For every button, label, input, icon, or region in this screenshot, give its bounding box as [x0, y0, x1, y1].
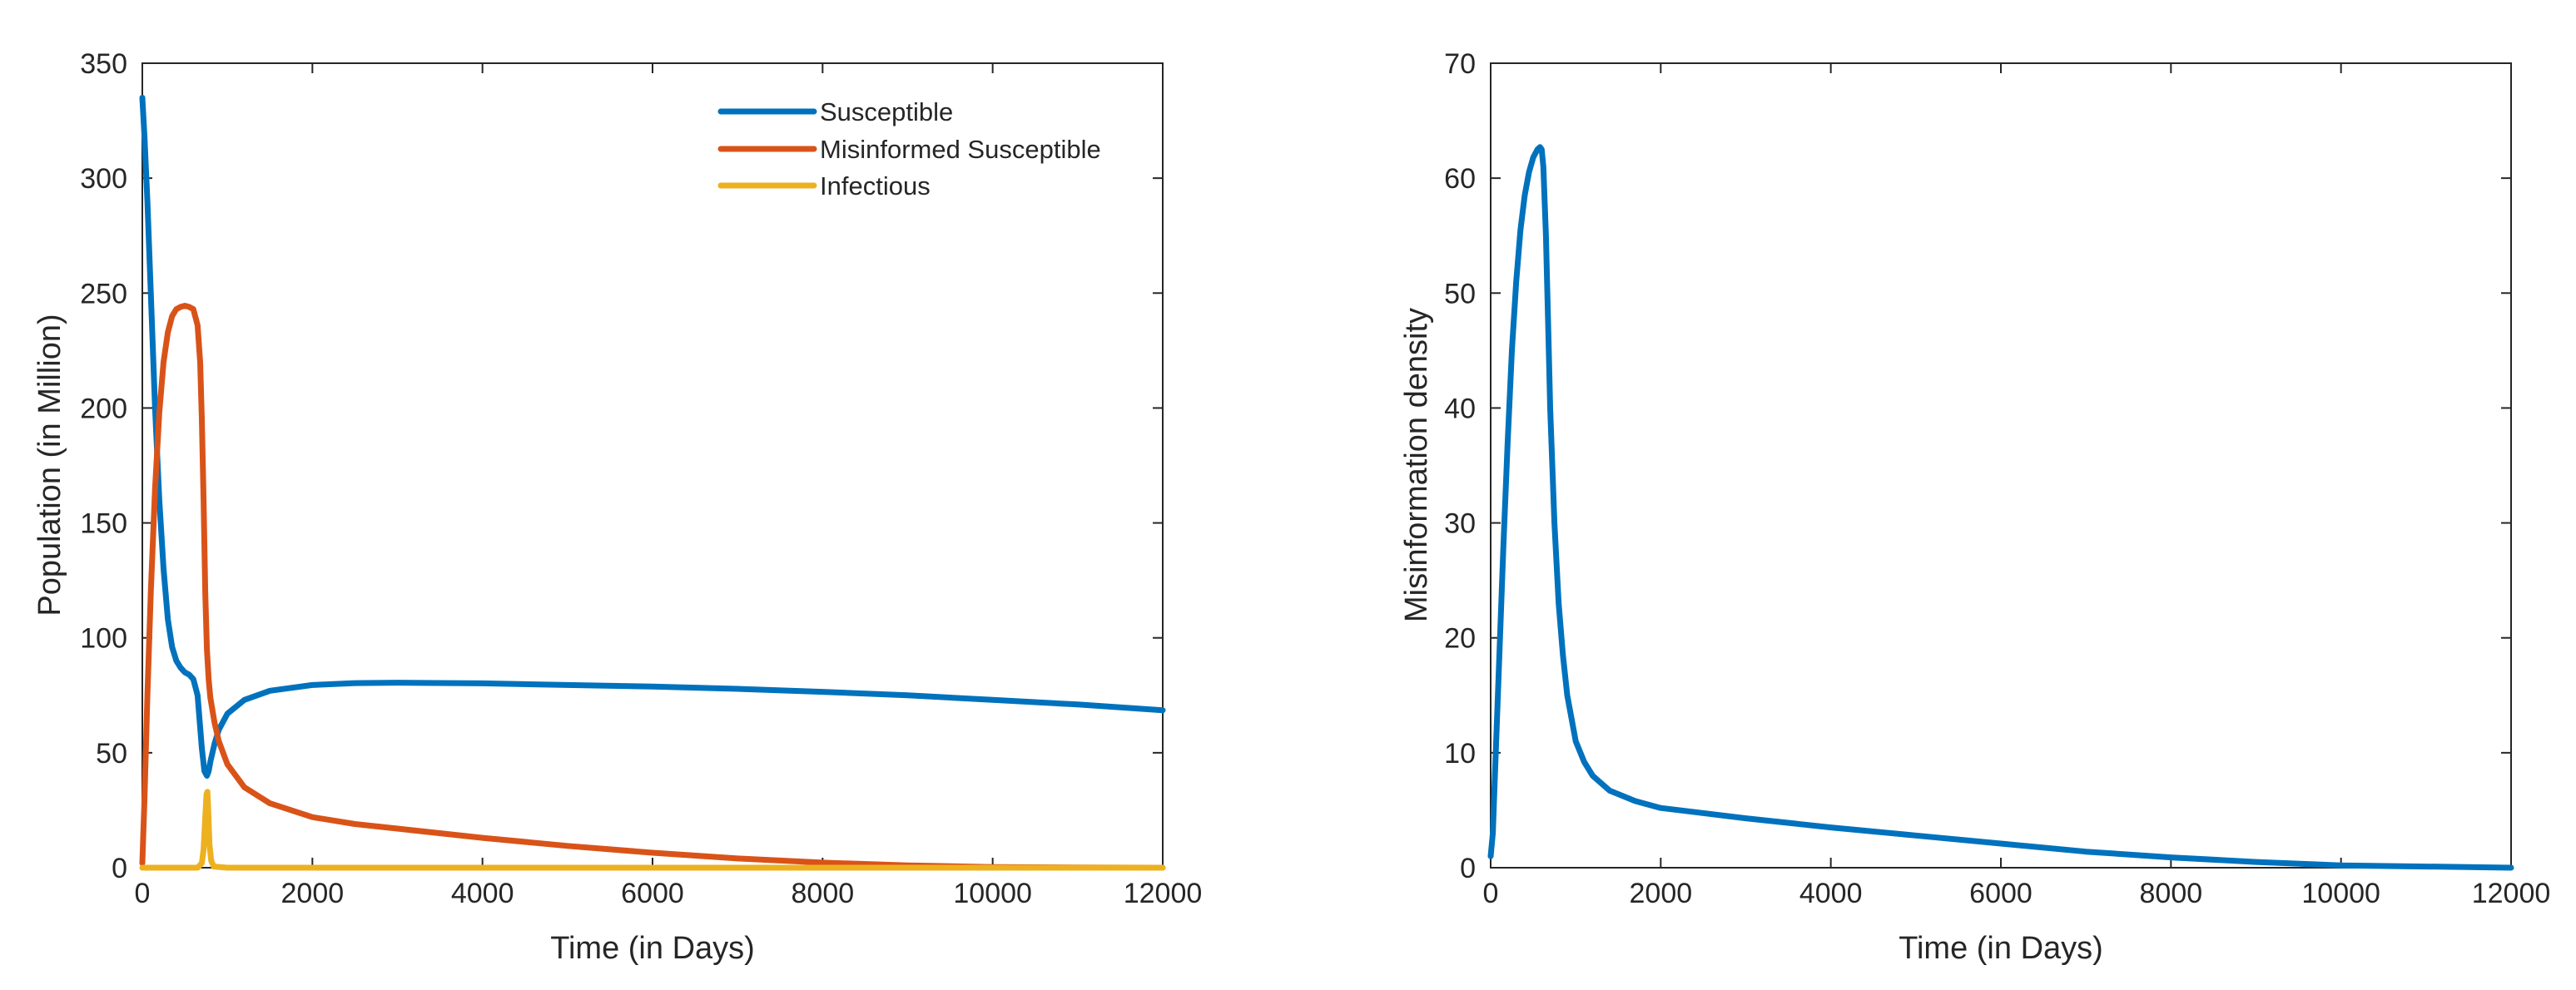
- population-y-tick-label-300: 300: [80, 163, 127, 195]
- population-series-susceptible: [139, 94, 1166, 779]
- population-y-tick-label-150: 150: [80, 508, 127, 540]
- legend-label-misinformed-susceptible: Misinformed Susceptible: [820, 135, 1101, 164]
- population-legend: Susceptible Misinformed Susceptible Infe…: [717, 97, 1101, 200]
- misinformation-y-tick-label-60: 60: [1444, 163, 1476, 195]
- legend-label-infectious: Infectious: [820, 171, 931, 200]
- misinformation-y-tick-label-20: 20: [1444, 623, 1476, 655]
- misinformation-y-tick-label-10: 10: [1444, 738, 1476, 770]
- population-series-infectious: [139, 789, 1166, 871]
- population-x-axis-label: Time (in Days): [550, 931, 755, 966]
- misinformation-x-tick-label-4000: 4000: [1799, 878, 1863, 909]
- population-y-tick-label-250: 250: [80, 278, 127, 309]
- population-x-tick-label-2000: 2000: [281, 878, 345, 909]
- misinformation-x-tick-label-12000: 12000: [2472, 878, 2551, 909]
- population-series-misinformed-susceptible: [139, 303, 1166, 871]
- population-chart: 0 2000 4000 6000 8000 10000 12000 0 50 100 150 200 2…: [32, 48, 1202, 966]
- misinformation-x-axis-label: Time (in Days): [1898, 931, 2103, 966]
- misinformation-series-misinformation-density: [1487, 144, 2514, 871]
- legend-label-susceptible: Susceptible: [820, 97, 953, 126]
- population-y-tick-label-350: 350: [80, 48, 127, 80]
- population-x-tick-label-12000: 12000: [1124, 878, 1203, 909]
- misinformation-x-tick-label-2000: 2000: [1630, 878, 1693, 909]
- misinformation-y-axis-label: Misinformation density: [1399, 308, 1434, 622]
- misinformation-ticks: 0 2000 4000 6000 8000 10000 12000 0 10 20 30 40 50 60…: [1444, 48, 2550, 909]
- misinformation-y-tick-label-30: 30: [1444, 508, 1476, 540]
- misinformation-y-tick-label-0: 0: [1460, 853, 1476, 884]
- population-y-tick-label-100: 100: [80, 623, 127, 655]
- population-x-tick-label-6000: 6000: [621, 878, 684, 909]
- population-y-tick-label-0: 0: [112, 853, 127, 884]
- population-y-tick-label-50: 50: [96, 738, 127, 770]
- misinformation-density-chart: 0 2000 4000 6000 8000 10000 12000 0 10 20 30 40 50 60…: [1399, 48, 2550, 966]
- misinformation-y-tick-label-70: 70: [1444, 48, 1476, 80]
- population-y-axis-label: Population (in Million): [32, 314, 67, 616]
- misinformation-x-tick-label-8000: 8000: [2140, 878, 2203, 909]
- misinformation-y-tick-label-40: 40: [1444, 393, 1476, 424]
- population-ticks: 0 2000 4000 6000 8000 10000 12000 0 50 100 150 200 2…: [80, 48, 1202, 909]
- misinformation-y-tick-label-50: 50: [1444, 278, 1476, 309]
- population-y-tick-label-200: 200: [80, 393, 127, 424]
- population-x-tick-label-0: 0: [135, 878, 151, 909]
- misinformation-x-tick-label-10000: 10000: [2301, 878, 2380, 909]
- population-series-group: [139, 94, 1166, 871]
- population-x-tick-label-4000: 4000: [451, 878, 514, 909]
- misinformation-x-tick-label-0: 0: [1483, 878, 1499, 909]
- misinformation-series-group: [1487, 144, 2514, 871]
- misinformation-x-tick-label-6000: 6000: [1969, 878, 2033, 909]
- population-x-tick-label-8000: 8000: [792, 878, 855, 909]
- population-x-tick-label-10000: 10000: [953, 878, 1032, 909]
